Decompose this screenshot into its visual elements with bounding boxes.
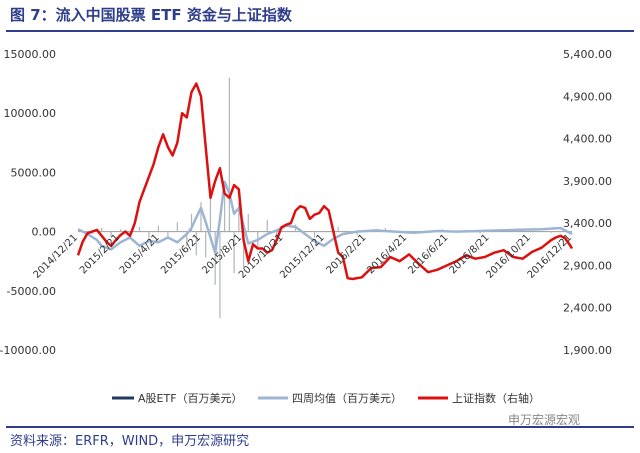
etf-bars [82,77,552,319]
legend-swatch [418,396,448,400]
left-tick-label: 15000.00 [4,48,57,61]
etf-bar [550,231,552,233]
shanghai-index-path [76,82,574,281]
left-tick-label: -10000.00 [0,344,56,357]
etf-bar [276,231,278,242]
etf-bar [190,213,193,232]
x-tick-label: 2016/8/21 [448,232,492,276]
legend-label: 四周均值（百万美元） [292,392,402,405]
watermark: 申万宏源宏观 [508,413,581,427]
right-tick-label: 4,900.00 [563,90,612,103]
legend-label: A股ETF（百万美元） [138,392,243,405]
x-tick-label: 2016/6/21 [406,232,450,276]
legend-swatch [258,396,288,400]
etf-bar [219,231,221,319]
left-tick-label: 5000.00 [11,166,57,179]
etf-bar [228,77,230,232]
etf-bar [209,196,212,232]
etf-bar [479,231,481,234]
etf-bar [337,226,339,232]
x-tick-label: 2016/4/21 [365,232,409,276]
etf-bar [356,231,358,236]
right-tick-label: 3,400.00 [563,217,612,230]
etf-bar [167,231,169,237]
etf-bar [138,226,141,232]
chart: 15000.00 10000.00 5000.00 0.00 -5000.00 -1000… [0,48,612,405]
legend-swatch [112,396,134,400]
legend-label: 上证指数（右轴） [452,391,540,405]
shanghai-index-line [76,82,574,281]
chart-title: 图 7：流入中国股票 ETF 资金与上证指数 [10,6,292,24]
left-axis-ticks: 15000.00 10000.00 5000.00 0.00 -5000.00 -1000… [0,48,56,357]
etf-bar [224,184,226,232]
etf-bar [101,228,103,232]
left-tick-label: 10000.00 [4,107,57,120]
legend: A股ETF（百万美元） 四周均值（百万美元） 上证指数（右轴） [112,391,540,405]
left-tick-label: 0.00 [32,226,57,239]
etf-bar [313,231,316,238]
etf-bar [200,202,202,232]
right-tick-label: 5,400.00 [563,48,612,61]
left-tick-label: -5000.00 [7,285,56,298]
right-axis-ticks: 5,400.00 4,900.00 4,400.00 3,900.00 3,400.00… [563,48,612,357]
x-axis-ticks: 2014/12/212015/2/212015/4/212015/6/21201… [32,232,575,281]
etf-bar [186,231,188,246]
etf-bar [148,231,150,239]
x-tick-label: 2014/12/21 [32,232,81,281]
right-tick-label: 1,900.00 [563,344,612,357]
footer-divider [6,426,634,428]
x-tick-label: 2015/8/21 [200,232,244,276]
etf-bar [205,231,207,258]
etf-bar [266,219,268,232]
title-divider [6,30,634,32]
etf-bar [214,231,216,285]
etf-bar [233,231,235,274]
x-tick-label: 2015/12/21 [278,232,327,281]
right-tick-label: 2,400.00 [563,302,612,315]
right-tick-label: 2,900.00 [563,259,612,272]
etf-bar [157,225,160,232]
etf-bar [176,222,178,232]
etf-bar [195,231,197,256]
etf-bar [119,229,122,232]
right-tick-label: 3,900.00 [563,175,612,188]
right-tick-label: 4,400.00 [563,133,612,146]
etf-bar [110,231,112,238]
etf-bar [242,231,245,268]
etf-bar [238,202,240,232]
source-note: 资料来源：ERFR，WIND，申万宏源研究 [10,434,250,449]
etf-bar [247,213,249,232]
